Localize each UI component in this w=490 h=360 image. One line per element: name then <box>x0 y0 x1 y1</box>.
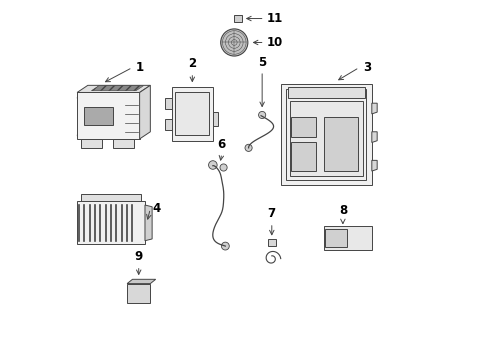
Polygon shape <box>323 226 372 249</box>
Text: 3: 3 <box>363 61 371 74</box>
Polygon shape <box>145 205 152 241</box>
Polygon shape <box>77 202 145 244</box>
Polygon shape <box>127 279 156 284</box>
Polygon shape <box>113 139 134 148</box>
Polygon shape <box>84 107 113 125</box>
Text: 8: 8 <box>339 204 347 217</box>
Text: 10: 10 <box>267 36 283 49</box>
Polygon shape <box>372 160 377 171</box>
Circle shape <box>236 16 241 21</box>
Circle shape <box>220 164 227 171</box>
Polygon shape <box>372 132 377 143</box>
Polygon shape <box>77 85 150 93</box>
Circle shape <box>221 242 229 250</box>
Polygon shape <box>290 102 363 176</box>
Polygon shape <box>175 93 209 135</box>
Polygon shape <box>288 87 365 98</box>
Circle shape <box>259 111 266 118</box>
Polygon shape <box>92 86 144 91</box>
Circle shape <box>209 161 217 169</box>
Polygon shape <box>213 112 218 126</box>
Polygon shape <box>165 98 172 109</box>
Polygon shape <box>77 93 140 139</box>
Circle shape <box>353 234 362 242</box>
Text: 1: 1 <box>136 61 144 74</box>
Circle shape <box>349 229 366 247</box>
Polygon shape <box>292 143 317 171</box>
Polygon shape <box>268 239 276 246</box>
Text: 9: 9 <box>135 250 143 263</box>
Text: 5: 5 <box>258 55 266 68</box>
Polygon shape <box>127 284 150 303</box>
Polygon shape <box>81 139 102 148</box>
Text: 2: 2 <box>188 57 196 70</box>
Polygon shape <box>81 194 142 202</box>
Polygon shape <box>325 229 347 247</box>
Circle shape <box>293 164 311 182</box>
Polygon shape <box>372 103 377 114</box>
Circle shape <box>245 144 252 152</box>
Polygon shape <box>234 15 243 22</box>
Circle shape <box>138 291 145 298</box>
Polygon shape <box>140 85 150 139</box>
Text: 11: 11 <box>267 12 283 25</box>
Polygon shape <box>172 87 213 141</box>
Polygon shape <box>323 117 358 171</box>
Text: 4: 4 <box>152 202 160 215</box>
Circle shape <box>220 29 248 56</box>
Polygon shape <box>292 117 317 137</box>
Polygon shape <box>281 84 372 185</box>
Circle shape <box>129 291 136 298</box>
Text: 7: 7 <box>268 207 276 220</box>
Text: 6: 6 <box>218 138 226 151</box>
Polygon shape <box>165 119 172 130</box>
